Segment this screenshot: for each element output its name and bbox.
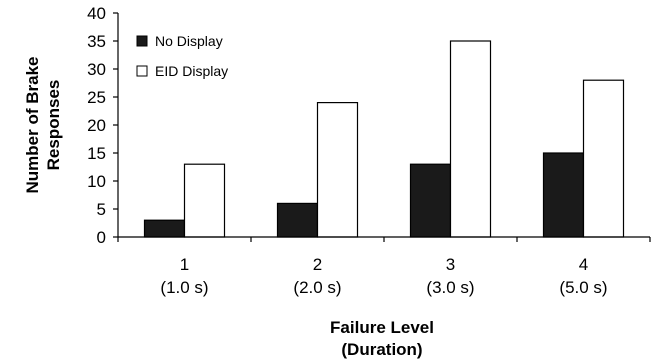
legend-label-eid-display: EID Display bbox=[155, 63, 228, 79]
x-axis-title-line-1: Failure Level bbox=[330, 318, 434, 337]
bar-no-display-4 bbox=[542, 152, 585, 238]
x-tick-sublabel: (5.0 s) bbox=[559, 278, 607, 297]
y-tick-label: 35 bbox=[87, 32, 106, 51]
y-tick-label: 5 bbox=[97, 200, 106, 219]
bar-no-display-2 bbox=[276, 202, 319, 238]
y-axis-title-line-2: Responses bbox=[44, 80, 63, 171]
x-tick-sublabel: (1.0 s) bbox=[160, 278, 208, 297]
legend-swatch-no-display bbox=[136, 35, 148, 47]
bar-no-display-3 bbox=[409, 163, 452, 238]
x-tick-label: 3 bbox=[446, 255, 455, 274]
legend: No Display EID Display bbox=[136, 33, 228, 79]
bars bbox=[143, 40, 625, 238]
x-axis-title-line-2: (Duration) bbox=[341, 340, 422, 359]
legend-label-no-display: No Display bbox=[155, 33, 223, 49]
y-tick-label: 30 bbox=[87, 60, 106, 79]
bar-eid-display-4 bbox=[582, 79, 625, 238]
x-axis-ticks: 1 (1.0 s) 2 (2.0 s) 3 (3.0 s) 4 (5.0 s) bbox=[117, 237, 651, 297]
y-tick-label: 0 bbox=[97, 228, 106, 247]
y-tick-label: 10 bbox=[87, 172, 106, 191]
x-tick-sublabel: (3.0 s) bbox=[426, 278, 474, 297]
x-tick-label: 2 bbox=[313, 255, 322, 274]
bar-eid-display-1 bbox=[183, 163, 226, 238]
x-tick-sublabel: (2.0 s) bbox=[293, 278, 341, 297]
bar-eid-display-3 bbox=[449, 40, 492, 238]
y-tick-label: 40 bbox=[87, 4, 106, 23]
y-axis-title-line-1: Number of Brake bbox=[23, 57, 42, 194]
bar-no-display-1 bbox=[143, 219, 186, 238]
y-tick-label: 15 bbox=[87, 144, 106, 163]
legend-swatch-eid-display bbox=[136, 65, 148, 77]
y-tick-label: 20 bbox=[87, 116, 106, 135]
bar-eid-display-2 bbox=[316, 101, 359, 238]
x-tick-label: 4 bbox=[579, 255, 588, 274]
y-tick-label: 25 bbox=[87, 88, 106, 107]
x-tick-label: 1 bbox=[180, 255, 189, 274]
y-axis-ticks: 0 5 10 15 20 25 30 35 40 bbox=[87, 4, 118, 247]
